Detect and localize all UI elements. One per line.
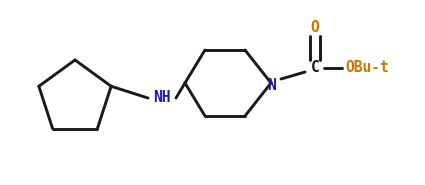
Text: NH: NH [153,90,171,105]
Text: O: O [311,21,319,36]
Text: OBu-t: OBu-t [345,60,389,75]
Text: N: N [268,78,276,92]
Text: C: C [311,60,319,75]
